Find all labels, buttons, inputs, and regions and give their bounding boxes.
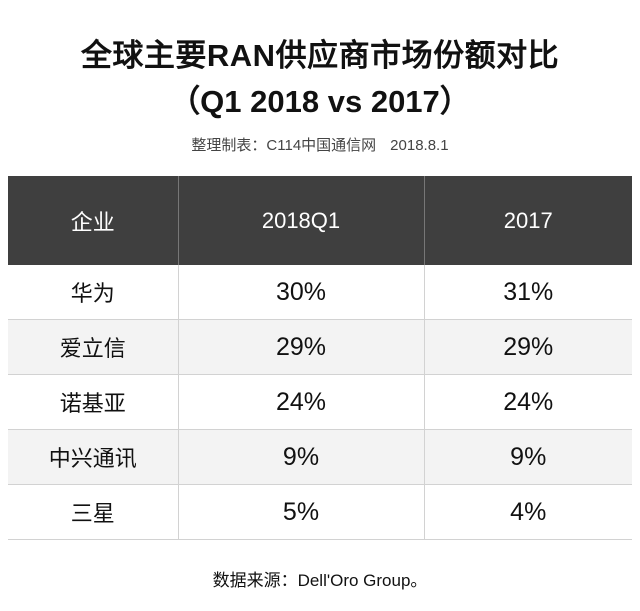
compiler-label: 整理制表：C114中国通信网 bbox=[191, 137, 377, 154]
table-header-row: 企业 2018Q1 2017 bbox=[8, 176, 632, 265]
table-row: 三星 5% 4% bbox=[8, 484, 632, 540]
data-source-note: 数据来源：Dell'Oro Group。 bbox=[212, 571, 428, 590]
header-2018q1: 2018Q1 bbox=[178, 176, 425, 265]
table-row: 华为 30% 31% bbox=[8, 265, 632, 320]
table-row: 诺基亚 24% 24% bbox=[8, 374, 632, 430]
table-row: 中兴通讯 9% 9% bbox=[8, 429, 632, 485]
share-2017-cell: 9% bbox=[424, 429, 632, 485]
share-2018q1-cell: 9% bbox=[178, 429, 425, 485]
company-cell: 诺基亚 bbox=[8, 374, 179, 430]
share-2017-cell: 29% bbox=[424, 319, 632, 375]
share-2017-cell: 31% bbox=[424, 265, 632, 320]
company-cell: 华为 bbox=[8, 265, 179, 320]
table-row: 爱立信 29% 29% bbox=[8, 319, 632, 375]
share-2017-cell: 4% bbox=[424, 484, 632, 540]
company-cell: 中兴通讯 bbox=[8, 429, 179, 485]
share-2018q1-cell: 24% bbox=[178, 374, 425, 430]
company-cell: 爱立信 bbox=[8, 319, 179, 375]
market-share-table: 企业 2018Q1 2017 华为 30% 31% 爱立信 29% 29% 诺基… bbox=[8, 176, 632, 540]
header-company: 企业 bbox=[8, 176, 179, 265]
compiler-note: 整理制表：C114中国通信网 2018.8.1 bbox=[0, 134, 640, 155]
share-2018q1-cell: 30% bbox=[178, 265, 425, 320]
header-2017: 2017 bbox=[424, 176, 632, 265]
compile-date: 2018.8.1 bbox=[390, 137, 449, 154]
share-2018q1-cell: 5% bbox=[178, 484, 425, 540]
share-2018q1-cell: 29% bbox=[178, 319, 425, 375]
page-title: 全球主要RAN供应商市场份额对比 bbox=[80, 38, 560, 73]
page-subtitle: （Q1 2018 vs 2017） bbox=[169, 84, 471, 119]
share-2017-cell: 24% bbox=[424, 374, 632, 430]
company-cell: 三星 bbox=[8, 484, 179, 540]
